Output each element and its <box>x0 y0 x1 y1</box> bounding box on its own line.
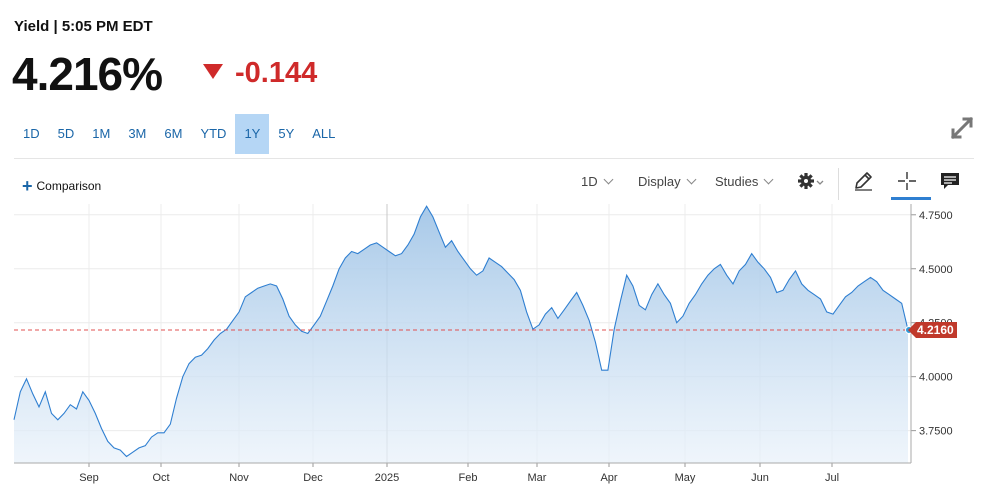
yield-change: -0.144 <box>235 57 318 89</box>
gear-icon[interactable] <box>797 172 827 192</box>
divider <box>14 158 974 159</box>
active-tool-indicator <box>891 197 931 200</box>
x-tick-label: Oct <box>152 472 169 484</box>
comparison-button[interactable]: + Comparison <box>22 176 101 197</box>
last-price-marker: 4.2160 <box>905 322 957 339</box>
quote-label: Yield | 5:05 PM EDT <box>14 18 153 35</box>
x-tick-label: Mar <box>528 472 547 484</box>
range-ytd[interactable]: YTD <box>200 126 227 141</box>
studies-label: Studies <box>715 174 759 189</box>
last-price-label: 4.2160 <box>917 323 954 337</box>
range-1m[interactable]: 1M <box>92 126 111 141</box>
studies-dropdown[interactable]: Studies <box>715 174 774 189</box>
toolbar-divider <box>838 168 839 200</box>
x-tick-label: May <box>675 472 696 484</box>
display-dropdown[interactable]: Display <box>638 174 697 189</box>
y-tick-label: 4.5000 <box>919 264 953 276</box>
x-tick-label: Dec <box>303 472 323 484</box>
y-tick-label: 4.0000 <box>919 372 953 384</box>
range-1y[interactable]: 1Y <box>235 114 270 154</box>
range-3m[interactable]: 3M <box>128 126 147 141</box>
range-all[interactable]: ALL <box>312 126 336 141</box>
plus-icon: + <box>22 176 33 196</box>
interval-label: 1D <box>581 174 598 189</box>
x-tick-label: Jul <box>825 472 839 484</box>
range-1d[interactable]: 1D <box>23 126 40 141</box>
interval-dropdown[interactable]: 1D <box>581 174 614 189</box>
x-tick-label: Jun <box>751 472 769 484</box>
crosshair-icon[interactable] <box>896 170 918 192</box>
range-6m[interactable]: 6M <box>164 126 183 141</box>
range-5d[interactable]: 5D <box>57 126 75 141</box>
x-tick-label: Apr <box>600 472 617 484</box>
pencil-icon[interactable] <box>852 170 874 192</box>
x-axis: Sep Oct Nov Dec 2025 Feb Mar Apr May Jun Jul <box>14 462 911 484</box>
y-tick-label: 4.7500 <box>919 210 953 222</box>
range-selector: 1D 5D 1M 3M 6M YTD 1Y 5Y ALL <box>14 114 344 154</box>
x-tick-label: Nov <box>229 472 249 484</box>
x-tick-label: Sep <box>79 472 99 484</box>
last-price-tag <box>908 322 957 339</box>
down-arrow-icon <box>203 64 223 79</box>
display-label: Display <box>638 174 681 189</box>
range-5y[interactable]: 5Y <box>278 126 295 141</box>
expand-icon[interactable] <box>948 114 976 142</box>
comment-icon[interactable] <box>940 171 960 191</box>
yield-area <box>14 206 908 463</box>
yield-line <box>13 205 909 458</box>
y-tick-label: 3.7500 <box>919 426 953 438</box>
yield-price: 4.216% <box>12 48 163 100</box>
x-tick-label: 2025 <box>375 472 399 484</box>
x-tick-label: Feb <box>459 472 478 484</box>
comparison-label: Comparison <box>36 179 102 193</box>
